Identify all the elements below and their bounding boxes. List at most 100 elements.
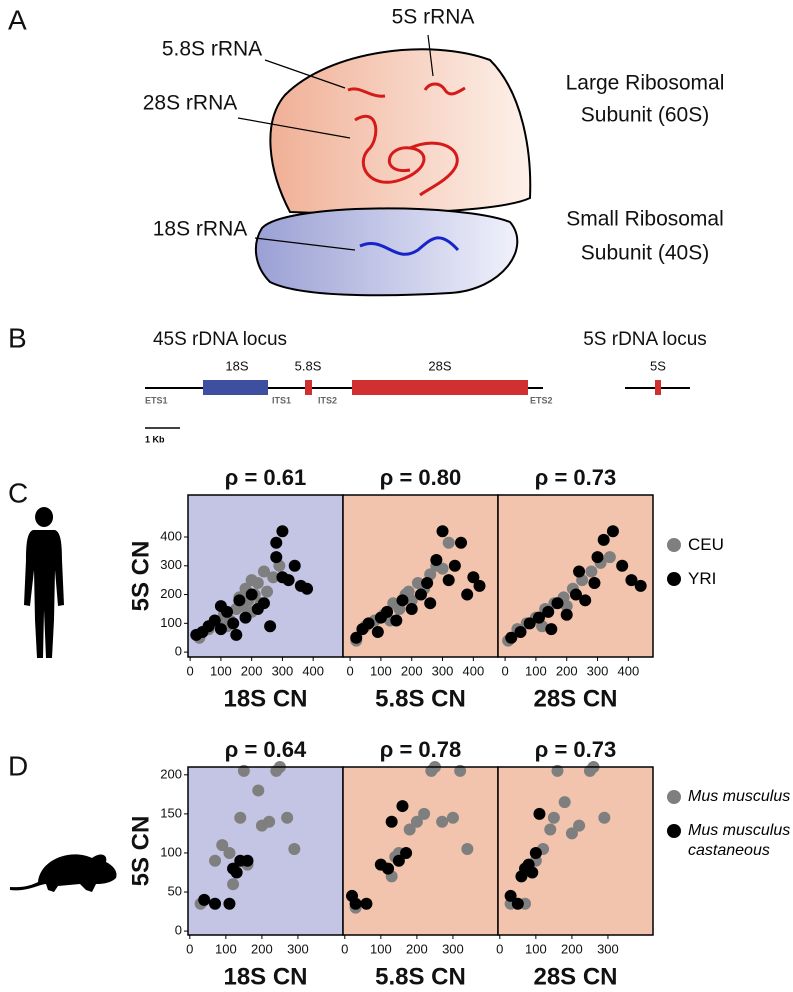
point — [405, 602, 418, 615]
point — [436, 562, 449, 575]
x-tick-label: 300 — [442, 941, 464, 956]
point — [573, 819, 586, 832]
x-tick-label: 100 — [370, 941, 392, 956]
x-tick-label: 200 — [401, 663, 423, 678]
y-tick-label: 50 — [168, 883, 182, 898]
point — [421, 577, 434, 590]
y-tick-label: 300 — [160, 557, 182, 572]
point — [467, 571, 480, 584]
y-axis-label: 5S CN — [127, 541, 154, 612]
x-axis-label: 5.8S CN — [375, 685, 466, 712]
point — [616, 559, 629, 572]
point — [532, 611, 545, 624]
x-tick-label: 200 — [241, 663, 263, 678]
legend-marker — [667, 572, 681, 586]
point — [392, 854, 405, 867]
point — [603, 551, 616, 564]
point — [442, 574, 455, 587]
point — [276, 525, 289, 538]
point — [374, 611, 387, 624]
label: Subunit (60S) — [581, 104, 709, 127]
point — [448, 559, 461, 572]
plot-background — [188, 767, 343, 935]
point — [390, 614, 403, 627]
y-tick-label: 150 — [160, 805, 182, 820]
label: 45S rDNA locus — [153, 329, 287, 350]
plot-frame — [497, 766, 654, 936]
x-tick-label: 400 — [462, 663, 484, 678]
y-tick-label: 100 — [160, 844, 182, 859]
point — [560, 600, 573, 613]
point — [505, 631, 518, 644]
point — [301, 582, 314, 595]
x-tick-label: 200 — [251, 941, 273, 956]
x-tick-label: 0 — [346, 663, 353, 678]
point — [551, 597, 564, 610]
point — [230, 866, 243, 879]
y-tick-label: 400 — [160, 528, 182, 543]
point — [511, 897, 524, 910]
point — [270, 536, 283, 549]
point — [362, 617, 375, 630]
chart-title: ρ = 0.73 — [535, 737, 617, 762]
legend-entry: CEU — [667, 535, 793, 555]
x-tick-label: 200 — [406, 941, 428, 956]
plot-frame — [497, 494, 654, 658]
point — [385, 815, 398, 828]
point — [514, 625, 527, 638]
point — [436, 525, 449, 538]
point — [533, 807, 546, 820]
label: 5.8S rRNA — [162, 38, 262, 61]
point — [223, 846, 236, 859]
point — [547, 811, 560, 824]
point — [560, 608, 573, 621]
x-tick-label: 300 — [587, 663, 609, 678]
label: ETS2 — [530, 395, 553, 405]
point — [597, 533, 610, 546]
point — [625, 574, 638, 587]
gene-box — [655, 380, 661, 395]
point — [545, 623, 558, 636]
legend-label: Mus musculus — [688, 788, 791, 805]
point — [349, 897, 362, 910]
point — [588, 577, 601, 590]
x-tick-label: 0 — [496, 941, 503, 956]
x-axis-label: 5.8S CN — [375, 963, 466, 990]
x-axis-label: 18S CN — [223, 685, 307, 712]
gene-box — [352, 380, 528, 395]
point — [598, 811, 611, 824]
point — [241, 854, 254, 867]
legend-entry: Mus musculus castaneous — [667, 821, 793, 861]
point — [209, 854, 222, 867]
point — [264, 620, 277, 633]
plot-background — [343, 767, 498, 935]
x-tick-label: 300 — [432, 663, 454, 678]
x-axis-label: 28S CN — [533, 963, 617, 990]
y-tick-label: 0 — [175, 923, 182, 938]
point — [350, 631, 363, 644]
label: ITS2 — [318, 395, 337, 405]
x-tick-label: 400 — [302, 663, 324, 678]
label: 5S — [650, 358, 666, 373]
point — [461, 843, 474, 856]
point — [400, 846, 413, 859]
point — [569, 588, 582, 601]
small-subunit — [254, 207, 519, 297]
point — [234, 811, 247, 824]
label: 18S rRNA — [153, 218, 248, 241]
point — [214, 623, 227, 636]
point — [257, 597, 270, 610]
point — [216, 839, 229, 852]
point — [239, 611, 252, 624]
x-tick-label: 400 — [617, 663, 639, 678]
point — [542, 605, 555, 618]
point — [424, 597, 437, 610]
point — [261, 585, 274, 598]
x-axis-label: 18S CN — [223, 963, 307, 990]
panel-letter: C — [8, 477, 28, 508]
legend-label: Mus musculus castaneous — [688, 822, 791, 859]
x-axis-label: 28S CN — [533, 685, 617, 712]
label: 5.8S — [295, 358, 322, 373]
point — [214, 600, 227, 613]
